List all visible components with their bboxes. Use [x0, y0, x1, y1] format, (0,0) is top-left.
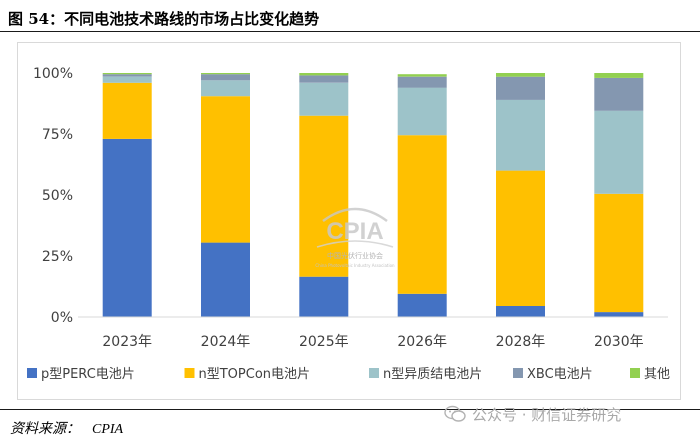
legend-label: n型TOPCon电池片 — [199, 367, 311, 382]
legend-swatch — [27, 368, 37, 378]
bar-segment-2-4 — [397, 135, 447, 294]
legend-item-5: 其他 — [630, 367, 670, 382]
source-label: 资料来源： — [10, 421, 80, 437]
y-tick-label: 0% — [51, 310, 73, 326]
y-tick-label: 50% — [42, 188, 73, 204]
chart-frame: 2023年 2024年 2025年 2026年 2028年 2030年 0% 25% 50% 75… — [17, 42, 681, 400]
bar-segment-2-5 — [496, 170, 545, 306]
legend-swatch — [184, 368, 195, 378]
bar-segment-4-4 — [397, 76, 447, 88]
bar-segment-5-1 — [102, 73, 152, 75]
legend-label: n型异质结电池片 — [383, 367, 482, 382]
bar-segment-4-5 — [496, 76, 545, 100]
bar-segment-4-2 — [201, 74, 250, 81]
bar-segment-1-3 — [299, 276, 349, 317]
legend-label: p型PERC电池片 — [41, 367, 135, 382]
bar-segment-5-3 — [299, 73, 349, 76]
legend-label: XBC电池片 — [527, 367, 593, 382]
stacked-bar-chart: 2023年 2024年 2025年 2026年 2028年 2030年 0% 25% 50% 75… — [27, 66, 670, 382]
legend-layer: p型PERC电池片 n型TOPCon电池片 n型异质结电池片 XBC电池片 其他 — [27, 367, 670, 382]
bar-segment-1-4 — [397, 293, 447, 317]
legend-item-3: n型异质结电池片 — [369, 367, 482, 382]
bar-segment-3-5 — [496, 99, 545, 171]
y-tick-label: 100% — [33, 66, 73, 82]
bar-segment-5-4 — [397, 74, 447, 77]
bar-segment-1-1 — [102, 138, 152, 317]
x-tick-label: 2026年 — [397, 334, 447, 350]
legend-item-1: p型PERC电池片 — [27, 367, 135, 382]
bar-segment-4-6 — [594, 77, 644, 111]
bar-segment-2-2 — [201, 96, 250, 243]
y-tick-label: 25% — [42, 249, 73, 265]
bars-layer — [102, 73, 644, 317]
y-tick-label: 75% — [42, 127, 73, 143]
legend-label: 其他 — [644, 367, 670, 382]
svg-text:China Photovoltaic Industry As: China Photovoltaic Industry Association — [315, 263, 395, 268]
bar-segment-5-2 — [201, 73, 250, 75]
legend-swatch — [630, 368, 640, 378]
x-tick-label: 2023年 — [102, 334, 152, 350]
x-tick-label: 2030年 — [594, 334, 644, 350]
bar-segment-2-1 — [102, 82, 152, 139]
watermark-text: 公众号 · 财信证券研究 — [472, 405, 622, 424]
page-title: 图 54：不同电池技术路线的市场占比变化趋势 — [8, 10, 320, 28]
legend-swatch — [369, 368, 379, 378]
axis-layer: 2023年 2024年 2025年 2026年 2028年 2030年 0% 25% 50% 75… — [33, 66, 668, 350]
x-tick-label: 2025年 — [299, 334, 349, 350]
bar-segment-4-1 — [102, 74, 152, 77]
x-tick-label: 2024年 — [201, 334, 251, 350]
x-tick-label: 2028年 — [496, 334, 546, 350]
bar-segment-3-4 — [397, 87, 447, 136]
bar-segment-5-6 — [594, 73, 644, 78]
bar-segment-3-3 — [299, 82, 349, 116]
bar-segment-4-3 — [299, 75, 349, 83]
bar-segment-1-2 — [201, 242, 250, 317]
bar-segment-3-6 — [594, 110, 644, 194]
bar-segment-2-3 — [299, 115, 349, 277]
legend-item-2: n型TOPCon电池片 — [184, 367, 311, 382]
bar-segment-1-6 — [594, 312, 644, 317]
bar-segment-3-1 — [102, 76, 152, 83]
bar-segment-2-6 — [594, 193, 644, 313]
svg-text:中国光伏行业协会: 中国光伏行业协会 — [327, 251, 383, 260]
bar-segment-1-5 — [496, 306, 545, 317]
source-note: 资料来源： CPIA — [10, 418, 123, 438]
footer-divider — [0, 409, 700, 410]
source-value: CPIA — [92, 422, 124, 437]
cpia-logo-watermark: CPIA 中国光伏行业协会 China Photovoltaic Industr… — [315, 207, 395, 268]
title-divider — [0, 31, 700, 32]
wechat-watermark: 公众号 · 财信证券研究 — [444, 401, 621, 427]
legend-item-4: XBC电池片 — [513, 367, 593, 382]
wechat-icon — [444, 405, 466, 422]
legend-swatch — [513, 368, 523, 378]
bar-segment-3-2 — [201, 80, 250, 97]
bar-segment-5-5 — [496, 73, 545, 77]
